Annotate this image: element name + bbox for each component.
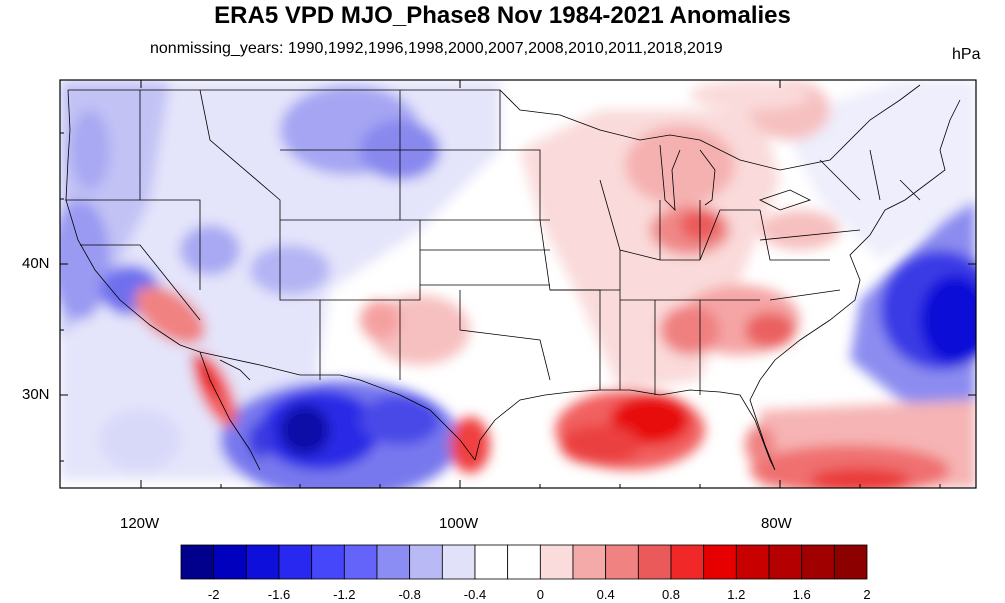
chart-title: ERA5 VPD MJO_Phase8 Nov 1984-2021 Anomal… (214, 2, 791, 29)
map-area (60, 80, 976, 488)
colorbar-swatch (245, 544, 280, 580)
colorbar-swatch (409, 544, 443, 580)
lat-label-40n: 40N (22, 255, 50, 272)
colorbar-swatch (801, 544, 835, 580)
colorbar-swatch (180, 544, 215, 580)
colorbar-swatch (343, 544, 378, 580)
state-boundaries (65, 84, 961, 471)
colorbar-tick-label: 1.2 (727, 587, 746, 602)
colorbar-swatch (703, 544, 737, 580)
map-frame (59, 79, 977, 489)
colorbar-tick-label: -0.8 (398, 587, 421, 602)
lon-label-100w: 100W (439, 515, 479, 532)
colorbar-tick-label: -1.2 (333, 587, 356, 602)
colorbar-tick-label: -1.6 (267, 587, 291, 602)
colorbar-swatch (605, 544, 639, 580)
colorbar-swatch (572, 544, 607, 580)
colorbar-tick-label: 0.4 (596, 587, 615, 602)
colorbar-tick-label: -0.4 (463, 587, 487, 602)
colorbar-swatch (833, 544, 868, 580)
colorbar-tick-label: 2 (863, 587, 871, 602)
map-ticks (60, 80, 976, 488)
colorbar-swatch (768, 544, 803, 580)
colorbar-swatch (311, 544, 345, 580)
units-label: hPa (952, 46, 981, 63)
colorbar-swatch (670, 544, 705, 580)
colorbar (180, 544, 868, 580)
lon-label-80w: 80W (761, 515, 792, 532)
colorbar-swatch (735, 544, 770, 580)
colorbar-swatch (213, 544, 247, 580)
colorbar-swatch (474, 544, 509, 580)
colorbar-tick-label: -2 (207, 587, 220, 602)
colorbar-swatch (376, 544, 411, 580)
colorbar-tick-label: 1.6 (792, 587, 811, 602)
chart-subtitle: nonmissing_years: 1990,1992,1996,1998,20… (150, 40, 723, 57)
colorbar-swatch (539, 544, 574, 580)
colorbar-tick-label: 0 (536, 587, 544, 602)
anomaly-field (60, 80, 976, 488)
colorbar-tick-label: 0.8 (661, 587, 681, 602)
colorbar-swatch (507, 544, 541, 580)
colorbar-swatch (637, 544, 672, 580)
colorbar-swatch (441, 544, 476, 580)
colorbar-swatch (278, 544, 313, 580)
lon-label-120w: 120W (120, 515, 160, 532)
lat-label-30n: 30N (22, 386, 50, 403)
